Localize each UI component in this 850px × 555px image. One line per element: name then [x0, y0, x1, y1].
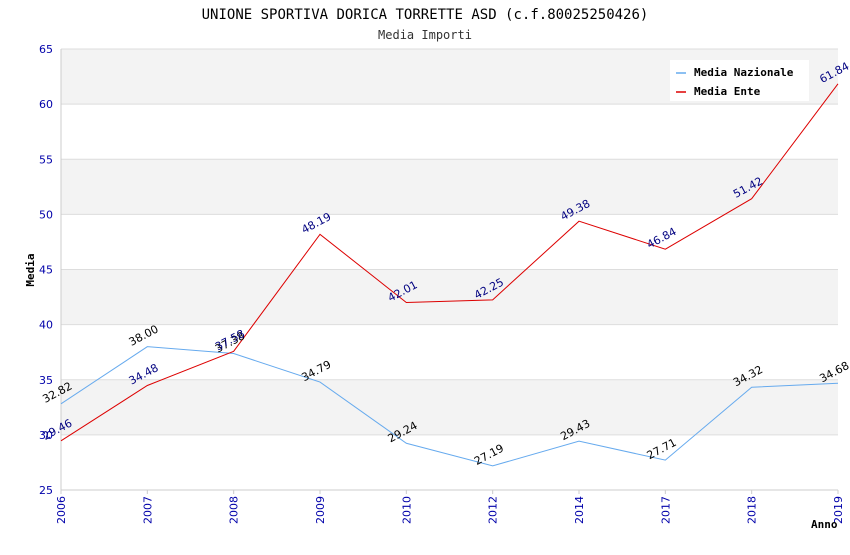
x-tick-label: 2019	[832, 496, 845, 524]
x-tick-label: 2017	[659, 496, 672, 524]
legend: Media Nazionale Media Ente	[670, 60, 809, 101]
x-tick-label: 2007	[141, 496, 154, 524]
y-axis-label: Media	[24, 253, 37, 286]
y-tick-label: 55	[39, 153, 53, 166]
series-line	[60, 346, 839, 467]
grid-band	[61, 379, 838, 435]
chart-subtitle: Media Importi	[378, 28, 472, 42]
x-tick-label: 2014	[573, 496, 586, 524]
data-label: 38.00	[127, 322, 161, 348]
grid-bands	[61, 49, 838, 435]
x-tick-label: 2006	[55, 496, 68, 524]
x-tick-label: 2012	[487, 496, 500, 524]
y-tick-label: 60	[39, 98, 53, 111]
y-tick-label: 45	[39, 264, 53, 277]
y-tick-label: 50	[39, 208, 53, 221]
y-tick-label: 40	[39, 319, 53, 332]
x-tick-label: 2010	[400, 496, 413, 524]
data-label: 29.46	[40, 417, 74, 443]
legend-entry: Media Nazionale	[694, 66, 794, 79]
series-line	[60, 83, 839, 442]
grid-band	[61, 269, 838, 325]
y-tick-label: 35	[39, 374, 53, 387]
x-tick-label: 2009	[314, 496, 327, 524]
chart-title: UNIONE SPORTIVA DORICA TORRETTE ASD (c.f…	[202, 7, 649, 23]
data-label: 46.84	[645, 225, 679, 251]
y-tick-label: 25	[39, 484, 53, 497]
x-tick-label: 2018	[746, 496, 759, 524]
axes	[60, 49, 839, 494]
x-tick-labels: 2006 2007 2008 2009 2010 2012 2014 2017 2018 2019	[55, 496, 845, 524]
series-lines	[60, 83, 839, 467]
y-tick-label: 65	[39, 43, 53, 56]
y-tick-labels: 25 30 35 40 45 50 55 60 65	[39, 43, 53, 497]
y-tick-label: 30	[39, 429, 53, 442]
legend-entry: Media Ente	[694, 85, 761, 98]
x-tick-label: 2008	[228, 496, 241, 524]
legend-box	[670, 60, 809, 101]
data-label: 27.71	[645, 436, 679, 462]
grid-band	[61, 159, 838, 215]
x-axis-label: Anno	[811, 518, 838, 531]
